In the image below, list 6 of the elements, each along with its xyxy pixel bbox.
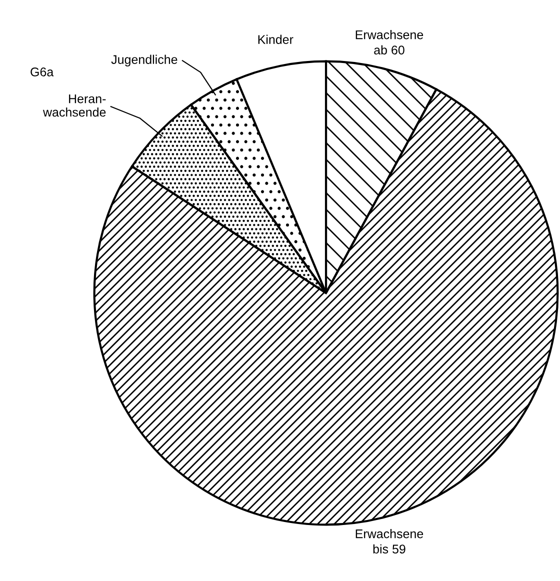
- text: G6a: [30, 68, 54, 76]
- slice-label: Erwachsene ab 60: [356, 30, 424, 54]
- slice-label: Jugendliche: [111, 54, 178, 66]
- slice-label: Kinder: [258, 34, 294, 44]
- slice-label: Heran- wachsende: [42, 94, 106, 117]
- slice-label: Erwachsene bis 59: [356, 529, 424, 554]
